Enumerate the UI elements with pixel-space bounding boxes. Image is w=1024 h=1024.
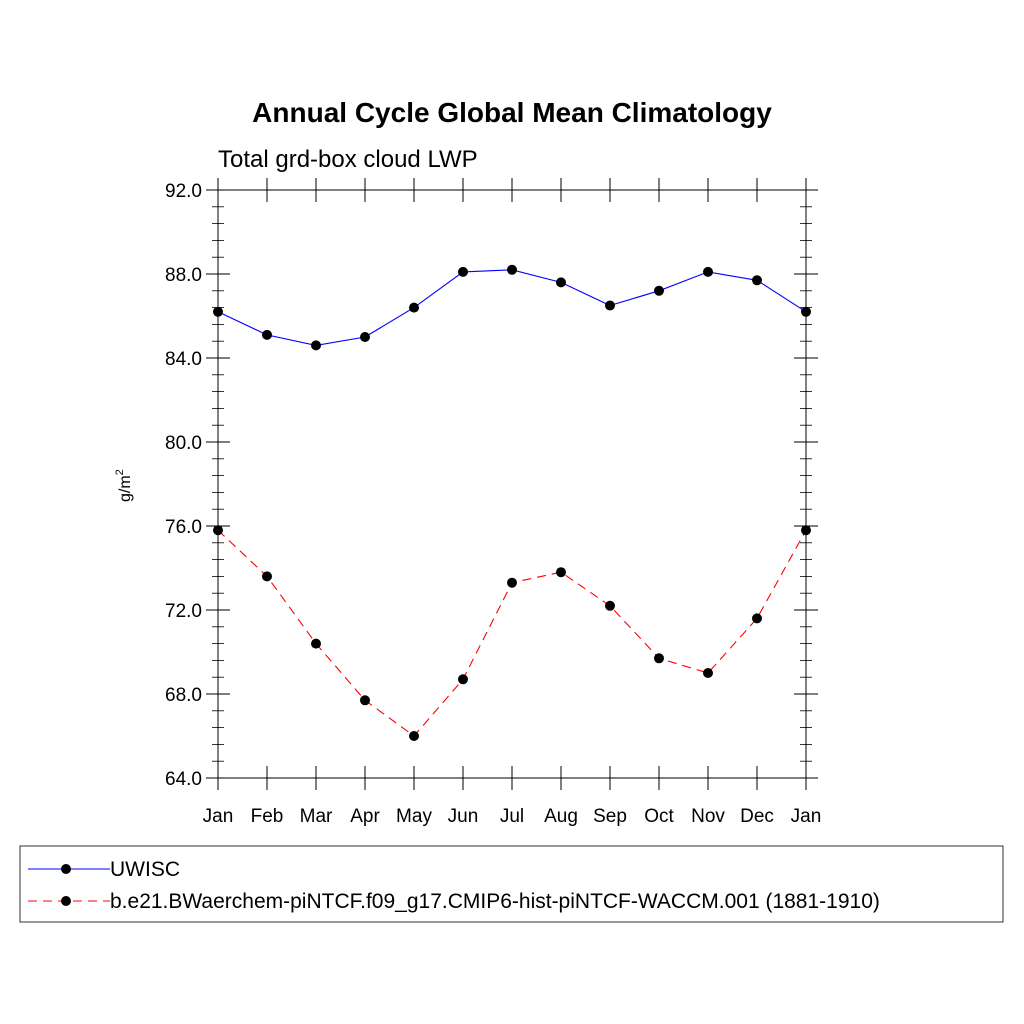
series-2-point bbox=[360, 695, 370, 706]
legend-marker-2 bbox=[61, 896, 71, 906]
series-2-point bbox=[556, 567, 566, 578]
series-2-point bbox=[703, 668, 713, 678]
y-tick-label: 64.0 bbox=[165, 769, 202, 790]
y-tick-label: 80.0 bbox=[165, 433, 202, 454]
series-2-point bbox=[458, 674, 468, 685]
x-tick-label: Jan bbox=[203, 806, 234, 827]
series-2-point bbox=[262, 571, 272, 582]
x-tick-label: Jan bbox=[791, 806, 822, 827]
series-1-point bbox=[507, 264, 517, 275]
x-tick-label: Jul bbox=[500, 806, 524, 827]
y-tick-label: 76.0 bbox=[165, 517, 202, 538]
series-1-point bbox=[703, 266, 713, 277]
plot-frame bbox=[217, 189, 807, 779]
series-line-1 bbox=[217, 269, 807, 346]
series-1-point bbox=[801, 306, 811, 317]
x-tick-label: Feb bbox=[251, 806, 284, 827]
legend: UWISC b.e21.BWaerchem-piNTCF.f09_g17.CMIP… bbox=[19, 845, 1004, 923]
legend-label-1: UWISC bbox=[110, 858, 180, 881]
series-2-point bbox=[605, 600, 615, 611]
legend-marker-1 bbox=[61, 864, 71, 874]
x-tick-label: Jun bbox=[448, 806, 479, 827]
x-tick-label: Dec bbox=[740, 806, 774, 827]
x-tick-label: Aug bbox=[544, 806, 578, 827]
series-2-point bbox=[752, 613, 762, 624]
legend-label-2: b.e21.BWaerchem-piNTCF.f09_g17.CMIP6-his… bbox=[110, 890, 880, 913]
series-2-point bbox=[409, 731, 419, 741]
series-line-2 bbox=[217, 529, 807, 737]
x-tick-label: Nov bbox=[691, 806, 725, 827]
chart-subtitle: Total grd-box cloud LWP bbox=[218, 146, 478, 173]
y-tick-label: 92.0 bbox=[165, 181, 202, 202]
series-1-point bbox=[605, 300, 615, 311]
series-1-point bbox=[262, 329, 272, 340]
series-1-point bbox=[213, 306, 223, 317]
series-2-point bbox=[507, 577, 517, 588]
series-2-point bbox=[654, 653, 664, 664]
x-tick-label: May bbox=[396, 806, 432, 827]
series-1-point bbox=[556, 277, 566, 288]
chart-title: Annual Cycle Global Mean Climatology bbox=[252, 97, 772, 128]
series-2-point bbox=[801, 525, 811, 536]
y-axis-label-superscript: 2 bbox=[114, 469, 126, 475]
y-tick-label: 72.0 bbox=[165, 601, 202, 622]
series-1-point bbox=[409, 302, 419, 313]
series-1-point bbox=[360, 332, 370, 342]
y-axis-label: g/m2 bbox=[114, 469, 134, 502]
legend-box bbox=[19, 845, 1004, 923]
x-tick-label: Apr bbox=[350, 806, 380, 827]
x-tick-label: Mar bbox=[300, 806, 333, 827]
axes: 64.0 68.0 72.0 76.0 80.0 84.0 88.0 92.0 Jan Feb Ma… bbox=[165, 178, 821, 827]
series-1-point bbox=[654, 285, 664, 296]
y-tick-label: 68.0 bbox=[165, 685, 202, 706]
series-2-point bbox=[213, 525, 223, 536]
series-1-point bbox=[458, 266, 468, 277]
series-layer bbox=[213, 264, 811, 741]
x-tick-label: Sep bbox=[593, 806, 627, 827]
y-tick-label: 88.0 bbox=[165, 265, 202, 286]
series-1-point bbox=[752, 275, 762, 286]
series-2-point bbox=[311, 638, 321, 649]
x-tick-label: Oct bbox=[644, 806, 674, 827]
series-1-point bbox=[311, 340, 321, 351]
y-tick-label: 84.0 bbox=[165, 349, 202, 370]
